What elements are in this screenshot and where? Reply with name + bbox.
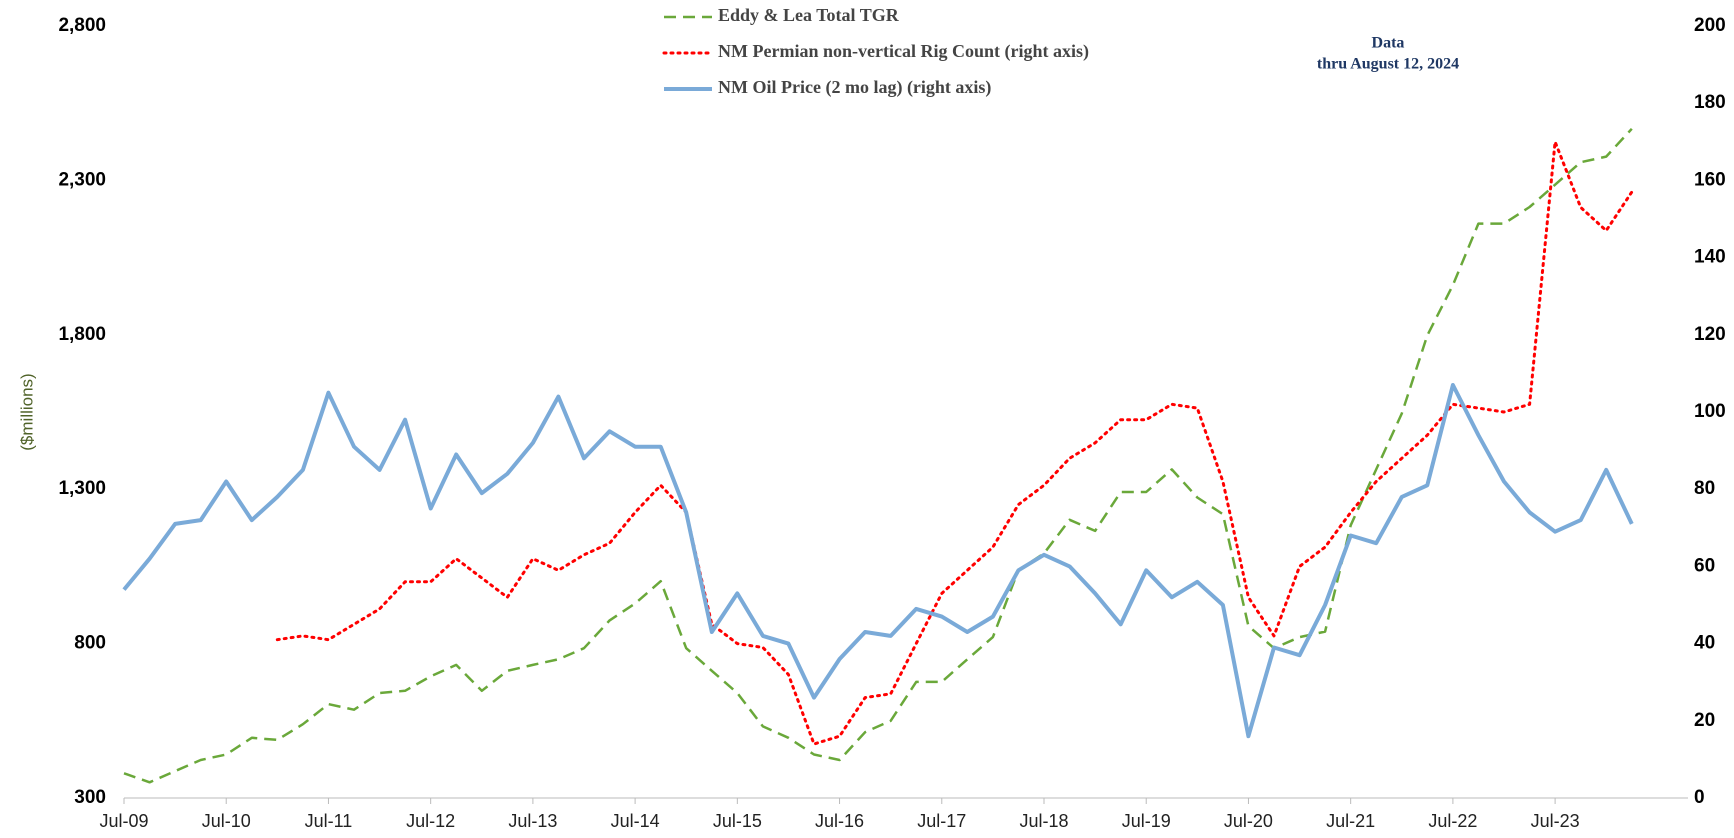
- x-tick-label: Jul-23: [1531, 811, 1580, 831]
- x-tick-label: Jul-12: [406, 811, 455, 831]
- y2-tick-label: 200: [1694, 15, 1726, 36]
- series-line: [123, 127, 1633, 784]
- annotation: Data: [1372, 35, 1405, 52]
- y2-tick-label: 20: [1694, 710, 1715, 731]
- y2-tick-label: 80: [1694, 478, 1715, 499]
- legend-label: Eddy & Lea Total TGR: [718, 5, 900, 25]
- x-tick-label: Jul-11: [305, 811, 353, 831]
- y-tick-label: 2,300: [58, 169, 106, 190]
- y2-tick-label: 60: [1694, 555, 1715, 576]
- y-tick-label: 2,800: [58, 15, 106, 36]
- y-axis-label: ($millions): [17, 373, 36, 450]
- y2-tick-label: 180: [1694, 92, 1726, 113]
- x-tick-label: Jul-15: [713, 811, 762, 831]
- x-tick-label: Jul-14: [611, 811, 660, 831]
- series-line: [122, 383, 1634, 739]
- x-tick-label: Jul-13: [508, 811, 557, 831]
- x-tick-label: Jul-10: [202, 811, 251, 831]
- x-tick-label: Jul-17: [917, 811, 966, 831]
- y-tick-label: 800: [74, 633, 106, 654]
- x-tick-label: Jul-09: [99, 811, 148, 831]
- y2-tick-label: 40: [1694, 633, 1715, 654]
- x-tick-label: Jul-19: [1122, 811, 1171, 831]
- y2-tick-label: 160: [1694, 169, 1726, 190]
- x-tick-label: Jul-16: [815, 811, 864, 831]
- y2-tick-label: 0: [1694, 787, 1705, 808]
- annotation: thru August 12, 2024: [1317, 56, 1459, 73]
- y2-tick-label: 100: [1694, 401, 1726, 422]
- legend-label: NM Oil Price (2 mo lag) (right axis): [718, 77, 991, 98]
- x-tick-label: Jul-21: [1326, 811, 1375, 831]
- series-line: [275, 140, 1634, 746]
- y-tick-label: 300: [74, 787, 106, 808]
- y2-tick-label: 140: [1694, 247, 1726, 268]
- y-tick-label: 1,800: [58, 324, 106, 345]
- y2-tick-label: 120: [1694, 324, 1726, 345]
- legend-label: NM Permian non-vertical Rig Count (right…: [718, 41, 1089, 62]
- x-tick-label: Jul-22: [1428, 811, 1477, 831]
- x-tick-label: Jul-20: [1224, 811, 1273, 831]
- y-tick-label: 1,300: [58, 478, 106, 499]
- x-tick-label: Jul-18: [1019, 811, 1068, 831]
